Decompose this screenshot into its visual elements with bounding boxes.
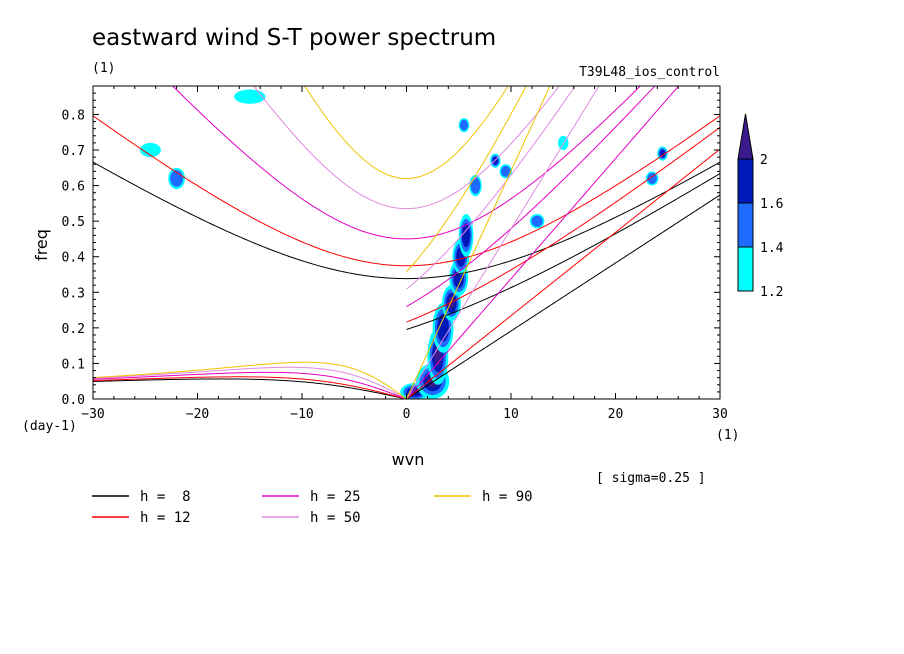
x-tick-label: 20: [608, 407, 624, 422]
colorbar-label: 1.6: [760, 197, 783, 212]
y-tick-label: 0.2: [62, 322, 85, 337]
colorbar: 1.2 1.4 1.6 2: [737, 113, 784, 300]
kelvin-curve-h90: [406, 86, 551, 399]
y-tick-label: 0.5: [62, 215, 85, 230]
x-tick-label: −10: [290, 407, 313, 422]
mrg-curve-h25: [406, 86, 656, 308]
y-tick-label: 0.4: [62, 251, 86, 266]
legend-label-h8: h = 8: [140, 489, 191, 505]
experiment-label: T39L48_ios_control: [579, 65, 720, 80]
kelvin-curve-h12: [406, 148, 720, 399]
kelvin-curve-h8: [406, 194, 720, 399]
colorbar-segment: [737, 158, 754, 204]
x-tick-label: −30: [81, 407, 104, 422]
plot-area: −30 −20 −10 0 10 20 30 0.0 0.1 0.2 0.3 0.4 0.5 0.6 0.7…: [62, 85, 728, 422]
legend-label-h90: h = 90: [482, 489, 533, 505]
mrg-curve-h12: [406, 126, 720, 323]
gravity-wave-curve-h12: [93, 115, 720, 267]
colorbar-label: 2: [760, 153, 768, 168]
gravity-wave-curve-h8: [93, 161, 720, 280]
legend-label-h12: h = 12: [140, 510, 191, 526]
legend-label-h50: h = 50: [310, 510, 361, 526]
colorbar-segment: [737, 246, 754, 292]
x-tick-label: −20: [186, 407, 209, 422]
power-contour-4-level-4: [448, 296, 455, 310]
mrg-curve-h90: [406, 86, 527, 273]
gravity-wave-curve-h90: [304, 86, 509, 180]
power-contour-15-level-1: [140, 142, 161, 158]
rossby-curve-h8: [93, 378, 407, 399]
mrg-curve-h8: [406, 173, 720, 330]
x-tick-label: 0: [403, 407, 411, 422]
y-unit-label: (day-1): [22, 419, 77, 434]
x-tick-label: 10: [503, 407, 519, 422]
gravity-wave-curve-h50: [253, 86, 560, 210]
y-tick-label: 0.0: [62, 393, 85, 408]
power-contour-11-level-2: [500, 165, 511, 177]
colorbar-segment: [737, 202, 754, 248]
power-contour-7-level-3: [461, 223, 471, 248]
y-tick-label: 0.1: [62, 357, 85, 372]
y-tick-label: 0.6: [62, 180, 85, 195]
colorbar-label: 1.4: [760, 241, 784, 256]
x-tick-label: 30: [712, 407, 728, 422]
x-unit-label: (1): [716, 428, 739, 443]
power-contour-16-level-1: [234, 89, 266, 104]
legend: h = 8 h = 12 h = 25 h = 50 h = 90: [92, 489, 533, 526]
power-contour-13-level-2: [647, 172, 657, 185]
kelvin-curve-h25: [406, 86, 680, 399]
y-axis-label: freq: [32, 229, 51, 261]
power-contour-12-level-3: [659, 149, 666, 158]
rossby-curve-h12: [93, 376, 407, 399]
y-tick-label: 0.8: [62, 108, 85, 123]
axis-ticks: −30 −20 −10 0 10 20 30 0.0 0.1 0.2 0.3 0.4 0.5 0.6 0.7…: [62, 86, 728, 422]
power-contour-17-level-2: [531, 215, 543, 227]
legend-label-h25: h = 25: [310, 489, 361, 505]
units-label: (1): [92, 61, 115, 76]
dispersion-curves: [93, 86, 720, 399]
mrg-curve-h50: [406, 86, 576, 290]
x-axis-label: wvn: [392, 450, 425, 469]
power-contour-8-level-2: [470, 177, 481, 194]
rossby-curve-h90: [93, 361, 407, 399]
rossby-curve-h50: [93, 366, 407, 399]
kelvin-curve-h50: [406, 86, 600, 399]
chart-title: eastward wind S-T power spectrum: [92, 25, 496, 51]
y-tick-label: 0.7: [62, 144, 85, 159]
gravity-wave-curve-h25: [172, 86, 642, 240]
sigma-note: [ sigma=0.25 ]: [596, 471, 706, 486]
power-contour-10-level-2: [459, 119, 469, 131]
rossby-curve-h25: [93, 371, 407, 399]
colorbar-arrow: [737, 113, 754, 160]
y-tick-label: 0.3: [62, 286, 85, 301]
colorbar-label: 1.2: [760, 285, 783, 300]
